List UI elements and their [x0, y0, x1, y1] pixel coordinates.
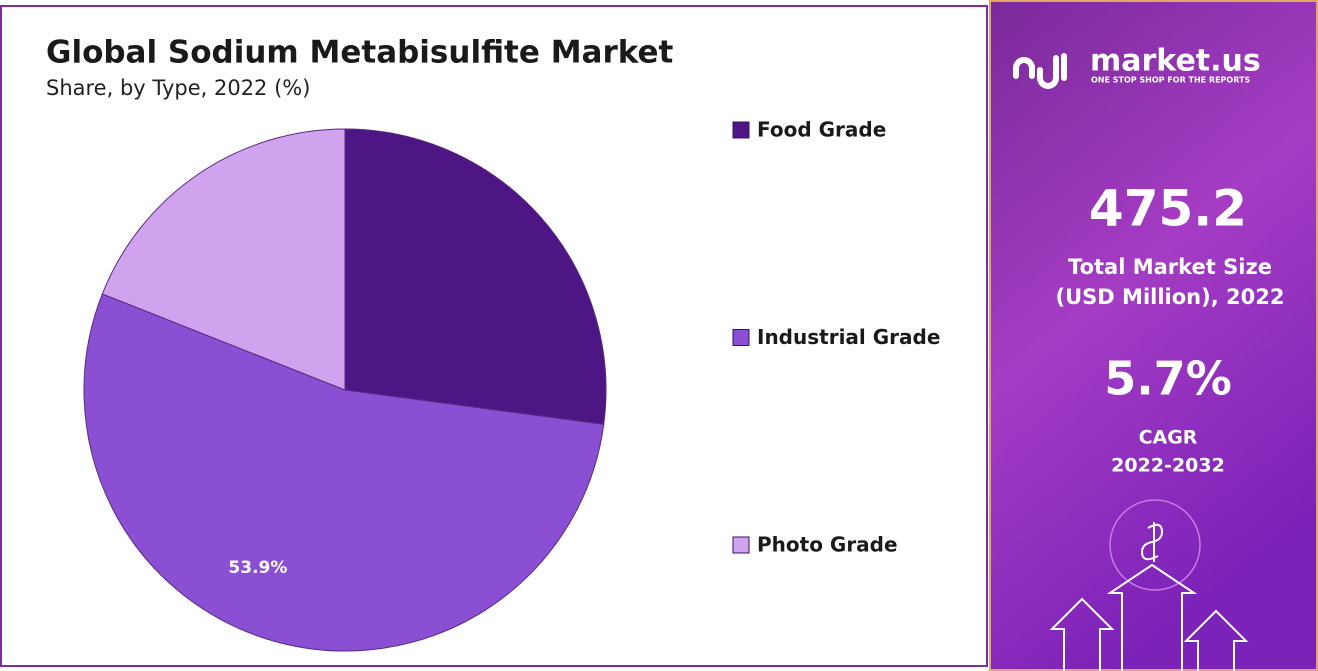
value-label: 53.9%	[228, 558, 287, 578]
legend-swatch	[732, 121, 750, 139]
legend-label: Industrial Grade	[757, 325, 940, 349]
pie-slice	[344, 128, 607, 425]
legend-swatch	[732, 329, 750, 346]
brand-logo	[1013, 53, 1067, 89]
brand-tagline: ONE STOP SHOP FOR THE REPORTS	[1091, 76, 1250, 85]
market-size-label: (USD Million), 2022	[1056, 285, 1285, 309]
side-panel	[989, 0, 1318, 671]
market-size: 475.2	[1089, 180, 1247, 238]
legend: Food Grade Industrial Grade Photo Grade	[732, 118, 940, 557]
chart-title: Global Sodium Metabisulfite Market	[46, 35, 674, 71]
cagr-label: CAGR	[1139, 427, 1198, 449]
cagr-value: 5.7%	[1104, 352, 1232, 406]
market-size-label: Total Market Size	[1068, 255, 1272, 279]
decor-arrows	[1049, 499, 1249, 671]
chart-subtitle: Share, by Type, 2022 (%)	[46, 76, 310, 100]
legend-label: Food Grade	[757, 118, 886, 142]
brand-name: market.us	[1090, 44, 1261, 79]
legend-label: Photo Grade	[757, 533, 898, 557]
legend-swatch	[732, 536, 750, 554]
pie-slice	[83, 293, 605, 652]
cagr-label: 2022-2032	[1111, 455, 1225, 477]
pie: 53.9%	[83, 128, 607, 652]
pie-slice	[101, 128, 346, 391]
